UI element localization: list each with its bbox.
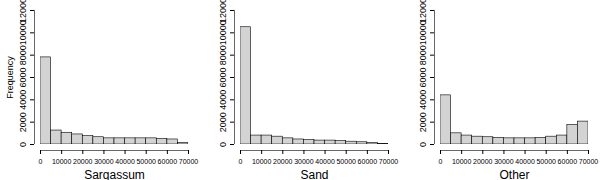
svg-text:50000: 50000 <box>336 158 356 165</box>
svg-text:70000: 70000 <box>379 158 399 165</box>
svg-text:0: 0 <box>39 158 43 165</box>
svg-text:10000: 10000 <box>52 158 72 165</box>
svg-text:12000: 12000 <box>218 0 228 23</box>
svg-text:30000: 30000 <box>494 158 514 165</box>
svg-text:2000: 2000 <box>218 112 228 132</box>
svg-text:4000: 4000 <box>218 90 228 110</box>
svg-text:10000: 10000 <box>418 20 428 45</box>
svg-text:0: 0 <box>439 158 443 165</box>
svg-text:2000: 2000 <box>18 112 28 132</box>
svg-text:10000: 10000 <box>452 158 472 165</box>
svg-text:0: 0 <box>418 142 428 147</box>
svg-text:Sargassum: Sargassum <box>84 168 145 180</box>
svg-text:8000: 8000 <box>418 45 428 65</box>
svg-text:20000: 20000 <box>273 158 293 165</box>
svg-text:12000: 12000 <box>418 0 428 23</box>
svg-text:30000: 30000 <box>94 158 114 165</box>
svg-text:4000: 4000 <box>18 90 28 110</box>
svg-text:20000: 20000 <box>473 158 493 165</box>
svg-text:0: 0 <box>218 142 228 147</box>
svg-text:0: 0 <box>18 142 28 147</box>
svg-text:10000: 10000 <box>252 158 272 165</box>
svg-text:40000: 40000 <box>115 158 135 165</box>
svg-text:10000: 10000 <box>218 20 228 45</box>
svg-text:70000: 70000 <box>579 158 599 165</box>
svg-text:50000: 50000 <box>536 158 556 165</box>
svg-text:30000: 30000 <box>294 158 314 165</box>
svg-text:6000: 6000 <box>18 67 28 87</box>
svg-text:2000: 2000 <box>418 112 428 132</box>
svg-text:40000: 40000 <box>315 158 335 165</box>
svg-text:40000: 40000 <box>515 158 535 165</box>
svg-text:20000: 20000 <box>73 158 93 165</box>
svg-text:70000: 70000 <box>179 158 199 165</box>
svg-text:12000: 12000 <box>18 0 28 23</box>
svg-text:8000: 8000 <box>18 45 28 65</box>
svg-text:60000: 60000 <box>558 158 578 165</box>
svg-text:Other: Other <box>499 168 529 180</box>
svg-text:0: 0 <box>239 158 243 165</box>
svg-text:10000: 10000 <box>18 20 28 45</box>
svg-text:4000: 4000 <box>418 90 428 110</box>
svg-text:6000: 6000 <box>418 67 428 87</box>
svg-text:8000: 8000 <box>218 45 228 65</box>
svg-text:Sand: Sand <box>300 168 328 180</box>
svg-text:6000: 6000 <box>218 67 228 87</box>
svg-text:50000: 50000 <box>136 158 156 165</box>
svg-text:Frequency: Frequency <box>5 56 15 99</box>
svg-text:60000: 60000 <box>358 158 378 165</box>
svg-text:60000: 60000 <box>158 158 178 165</box>
